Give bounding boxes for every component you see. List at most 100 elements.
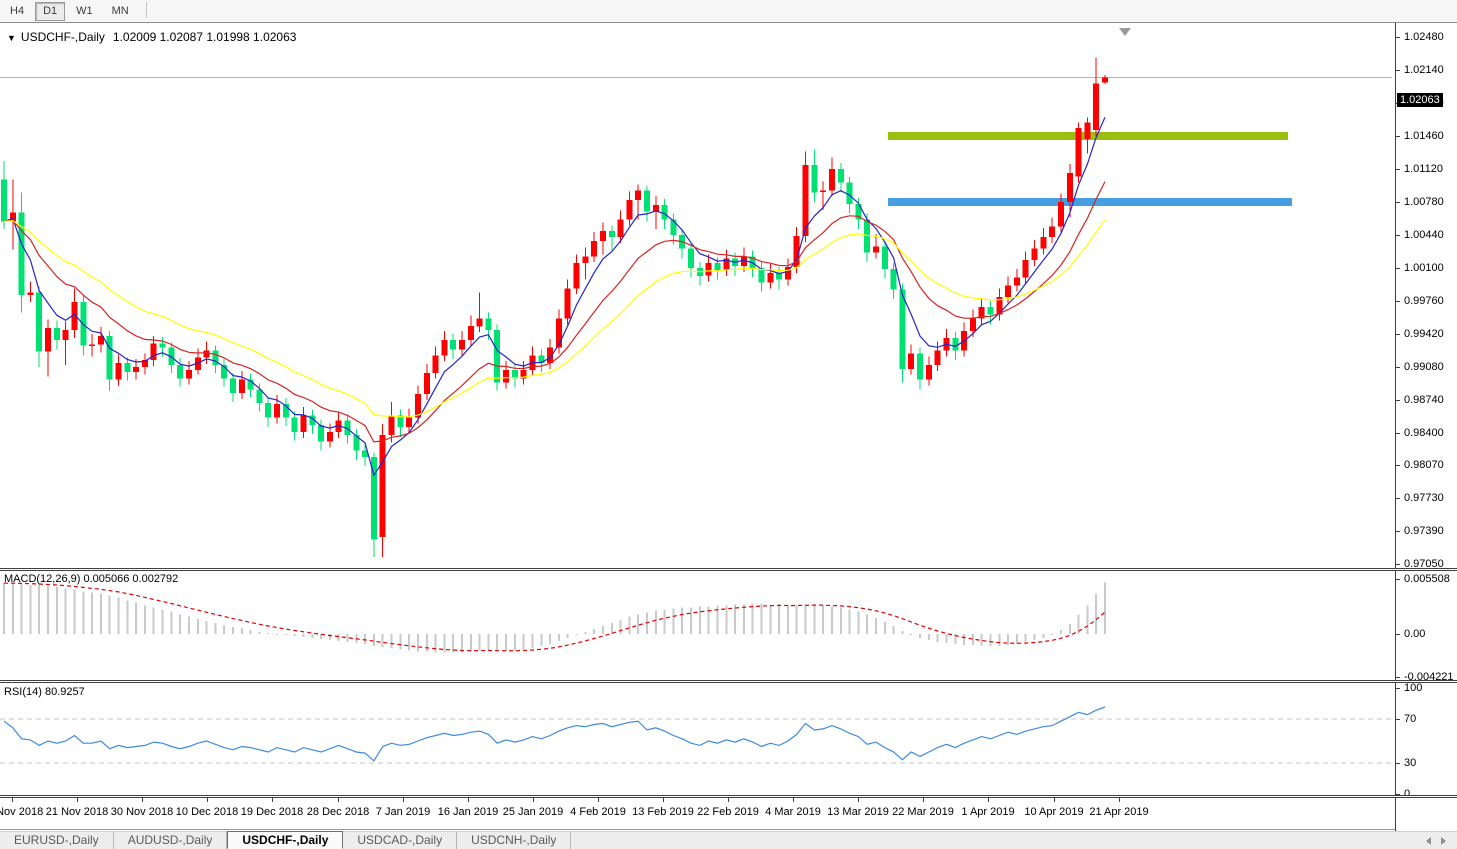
date-label: 25 Jan 2019 [502, 806, 564, 818]
chart-tab-bar: EURUSD-,Daily AUDUSD-,Daily USDCHF-,Daily U… [0, 831, 1457, 849]
macd-indicator-pane[interactable]: MACD(12,26,9) 0.005066 0.002792 [0, 570, 1395, 683]
macd-canvas[interactable] [0, 570, 1395, 683]
price-tick-label: 1.02480 [1404, 31, 1444, 43]
axis-tick-mark [1396, 688, 1400, 689]
date-tick-mark [858, 798, 859, 802]
macd-label: MACD(12,26,9) 0.005066 0.002792 [4, 573, 179, 585]
date-label: 21 Apr 2019 [1089, 806, 1149, 818]
macd-signal-line [4, 582, 1106, 652]
price-tick-label: 0.97050 [1404, 558, 1444, 570]
pane-divider[interactable] [0, 680, 1457, 683]
axis-tick-mark [1396, 169, 1400, 170]
price-axis-panel[interactable]: 1.024801.021401.018001.014601.011201.007… [1395, 23, 1457, 831]
price-tick-label: 0.98740 [1404, 394, 1444, 406]
date-label: 22 Feb 2019 [697, 806, 759, 818]
date-tick-mark [12, 798, 13, 802]
pane-divider[interactable] [0, 568, 1457, 571]
date-tick-mark [1054, 798, 1055, 802]
timeframe-button-d1[interactable]: D1 [35, 2, 66, 21]
date-label: 13 Feb 2019 [632, 806, 694, 818]
rsi-axis-label: 70 [1404, 713, 1417, 725]
axis-tick-mark [1396, 268, 1400, 269]
axis-tick-mark [1396, 634, 1400, 635]
date-label: 1 Apr 2019 [961, 806, 1015, 818]
title-dropdown-icon[interactable]: ▼ [7, 33, 16, 43]
date-axis-divider [0, 829, 1457, 830]
price-tick-label: 0.98070 [1404, 459, 1444, 471]
timeframe-button-w1[interactable]: W1 [76, 5, 93, 17]
macd-axis-label: 0.005508 [1404, 573, 1450, 585]
price-tick-label: 0.99420 [1404, 328, 1444, 340]
date-label: 12 Nov 2018 [0, 806, 44, 818]
date-tick-mark [272, 798, 273, 802]
axis-tick-mark [1396, 794, 1400, 795]
pane-divider[interactable] [0, 795, 1457, 798]
tab-usdchf[interactable]: USDCHF-,Daily [227, 831, 344, 849]
date-label: 4 Mar 2019 [765, 806, 821, 818]
axis-tick-mark [1396, 202, 1400, 203]
toolbar-separator [145, 1, 147, 18]
price-tick-label: 1.00440 [1404, 229, 1444, 241]
tab-usdcad[interactable]: USDCAD-,Daily [343, 832, 458, 849]
chart-ohlc-values: 1.02009 1.02087 1.01998 1.02063 [112, 30, 297, 44]
rsi-canvas[interactable] [0, 683, 1395, 798]
date-tick-mark [923, 798, 924, 802]
tab-usdcnh[interactable]: USDCNH-,Daily [457, 832, 572, 849]
axis-tick-mark [1396, 37, 1400, 38]
tab-scroll-right-icon[interactable] [1441, 836, 1446, 845]
tab-eurusd[interactable]: EURUSD-,Daily [0, 832, 114, 849]
rsi-axis-label: 0 [1404, 788, 1411, 800]
date-tick-mark [728, 798, 729, 802]
timeframe-toolbar: H4 D1 W1 MN [0, 0, 1457, 23]
timeframe-button-h4[interactable]: H4 [10, 5, 25, 17]
rsi-indicator-pane[interactable]: RSI(14) 80.9257 [0, 683, 1395, 798]
date-tick-mark [207, 798, 208, 802]
chart-shift-marker-icon[interactable] [1119, 28, 1131, 36]
date-tick-mark [988, 798, 989, 802]
date-label: 10 Apr 2019 [1024, 806, 1084, 818]
macd-histogram-group [3, 582, 1106, 653]
axis-tick-mark [1396, 465, 1400, 466]
axis-tick-mark [1396, 579, 1400, 580]
axis-tick-mark [1396, 235, 1400, 236]
rsi-line [3, 706, 1106, 762]
date-tick-mark [533, 798, 534, 802]
date-label: 10 Dec 2018 [175, 806, 239, 818]
date-tick-mark [598, 798, 599, 802]
date-label: 21 Nov 2018 [45, 806, 109, 818]
chart-symbol-label: USDCHF-,Daily [20, 30, 105, 44]
price-tick-label: 1.02140 [1404, 64, 1444, 76]
axis-tick-mark [1396, 136, 1400, 137]
tab-audusd[interactable]: AUDUSD-,Daily [114, 832, 228, 849]
axis-tick-mark [1396, 677, 1400, 678]
tab-scroll-left-icon[interactable] [1426, 836, 1431, 845]
date-label: 22 Mar 2019 [892, 806, 954, 818]
rsi-axis-label: 30 [1404, 757, 1417, 769]
date-tick-mark [1119, 798, 1120, 802]
ma-slow-line [3, 219, 1106, 418]
axis-tick-mark [1396, 301, 1400, 302]
price-tick-label: 1.01120 [1404, 163, 1443, 175]
axis-tick-mark [1396, 763, 1400, 764]
price-tick-label: 0.99080 [1404, 361, 1444, 373]
date-tick-mark [468, 798, 469, 802]
date-label: 19 Dec 2018 [240, 806, 304, 818]
timeframe-button-mn[interactable]: MN [111, 5, 129, 17]
price-tick-label: 0.97730 [1404, 492, 1444, 504]
date-tick-mark [663, 798, 664, 802]
rsi-axis-label: 100 [1404, 682, 1423, 694]
date-tick-mark [142, 798, 143, 802]
axis-tick-mark [1396, 70, 1400, 71]
price-tick-label: 0.97390 [1404, 525, 1444, 537]
axis-tick-mark [1396, 719, 1400, 720]
price-chart-canvas[interactable] [0, 23, 1395, 570]
current-price-tag: 1.02063 [1397, 93, 1443, 107]
axis-tick-mark [1396, 334, 1400, 335]
date-label: 16 Jan 2019 [437, 806, 499, 818]
hline-band-resistance-lower[interactable] [888, 198, 1292, 206]
date-label: 7 Jan 2019 [375, 806, 431, 818]
main-chart-pane[interactable]: ▼ USDCHF-,Daily 1.02009 1.02087 1.01998 1.… [0, 23, 1395, 570]
date-label: 28 Dec 2018 [306, 806, 370, 818]
date-tick-mark [77, 798, 78, 802]
